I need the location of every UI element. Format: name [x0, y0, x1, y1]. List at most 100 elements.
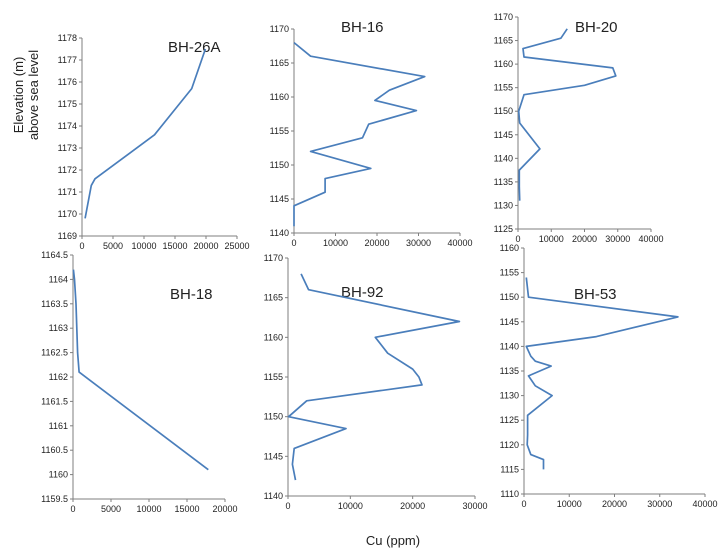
y-tick-label: 1170 [494, 12, 513, 22]
y-tick-label: 1161 [49, 421, 68, 431]
y-tick-label: 1165 [264, 293, 283, 303]
y-tick-label: 1164.5 [41, 250, 68, 260]
y-tick-label: 1162 [49, 372, 68, 382]
y-tick-label: 1165 [270, 58, 289, 68]
x-tick-label: 20000 [364, 238, 389, 248]
y-tick-label: 1110 [500, 489, 519, 499]
x-tick-label: 0 [70, 504, 75, 514]
y-tick-label: 1171 [58, 187, 77, 197]
y-tick-label: 1176 [58, 77, 77, 87]
y-tick-label: 1177 [58, 55, 77, 65]
series-line-bh-18 [72, 269, 209, 471]
y-tick-label: 1125 [500, 415, 519, 425]
y-tick-label: 1140 [264, 491, 283, 501]
y-tick-label: 1120 [500, 440, 519, 450]
series-line-bh-26a [84, 48, 207, 219]
y-tick-label: 1145 [494, 130, 513, 140]
y-tick-label: 1150 [500, 292, 519, 302]
x-tick-label: 10000 [136, 504, 161, 514]
y-tick-label: 1169 [58, 231, 77, 241]
y-tick-label: 1130 [500, 391, 519, 401]
x-tick-label: 40000 [638, 234, 663, 244]
x-tick-label: 40000 [692, 499, 717, 509]
x-tick-label: 5000 [101, 504, 121, 514]
y-axis-label-line2: above sea level [26, 50, 41, 140]
y-tick-label: 1178 [58, 33, 77, 43]
y-tick-label: 1140 [494, 153, 513, 163]
y-tick-label: 1160.5 [41, 445, 68, 455]
y-tick-label: 1130 [494, 200, 513, 210]
x-tick-label: 0 [521, 499, 526, 509]
y-tick-label: 1159.5 [41, 494, 68, 504]
y-tick-label: 1160 [270, 92, 289, 102]
y-tick-label: 1150 [270, 160, 289, 170]
y-tick-label: 1165 [494, 36, 513, 46]
x-tick-label: 0 [291, 238, 296, 248]
x-tick-label: 15000 [174, 504, 199, 514]
y-tick-label: 1174 [58, 121, 77, 131]
x-tick-label: 25000 [224, 241, 249, 251]
y-tick-label: 1140 [270, 228, 289, 238]
y-tick-label: 1135 [500, 366, 519, 376]
y-tick-label: 1160 [49, 470, 68, 480]
y-tick-label: 1170 [264, 253, 283, 263]
y-tick-label: 1140 [500, 341, 519, 351]
panel-title: BH-20 [575, 19, 618, 36]
x-tick-label: 15000 [162, 241, 187, 251]
y-tick-label: 1145 [270, 194, 289, 204]
series-line-bh-16 [293, 41, 426, 227]
y-tick-label: 1173 [58, 143, 77, 153]
x-tick-label: 5000 [103, 241, 123, 251]
x-tick-label: 10000 [338, 501, 363, 511]
x-tick-label: 10000 [131, 241, 156, 251]
y-tick-label: 1160 [500, 243, 519, 253]
y-tick-label: 1172 [58, 165, 77, 175]
x-tick-label: 30000 [605, 234, 630, 244]
x-tick-label: 10000 [323, 238, 348, 248]
x-tick-label: 0 [285, 501, 290, 511]
y-tick-label: 1163.5 [41, 299, 68, 309]
panel-title: BH-53 [574, 286, 617, 303]
x-tick-label: 10000 [557, 499, 582, 509]
y-tick-label: 1170 [270, 24, 289, 34]
x-tick-label: 10000 [539, 234, 564, 244]
panel-title: BH-18 [170, 286, 213, 303]
y-tick-label: 1160 [264, 332, 283, 342]
y-tick-label: 1175 [58, 99, 77, 109]
panel-title: BH-16 [341, 19, 384, 36]
series-line-bh-53 [525, 277, 679, 470]
panel-title: BH-26A [168, 39, 221, 56]
y-tick-label: 1155 [494, 83, 513, 93]
x-tick-label: 20000 [193, 241, 218, 251]
y-tick-label: 1145 [264, 451, 283, 461]
y-tick-label: 1150 [494, 106, 513, 116]
x-tick-label: 40000 [447, 238, 472, 248]
x-tick-label: 30000 [647, 499, 672, 509]
x-tick-label: 20000 [400, 501, 425, 511]
x-tick-label: 0 [515, 234, 520, 244]
panel-title: BH-92 [341, 284, 384, 301]
y-tick-label: 1150 [264, 412, 283, 422]
y-tick-label: 1135 [494, 177, 513, 187]
x-tick-label: 30000 [462, 501, 487, 511]
y-tick-label: 1162.5 [41, 348, 68, 358]
y-tick-label: 1160 [494, 59, 513, 69]
y-tick-label: 1163 [49, 323, 68, 333]
x-tick-label: 20000 [212, 504, 237, 514]
x-tick-label: 30000 [406, 238, 431, 248]
y-tick-label: 1155 [500, 268, 519, 278]
y-tick-label: 1115 [500, 464, 519, 474]
y-tick-label: 1155 [264, 372, 283, 382]
series-line-bh-20 [517, 28, 617, 201]
y-tick-label: 1161.5 [41, 396, 68, 406]
y-tick-label: 1170 [58, 209, 77, 219]
x-tick-label: 20000 [602, 499, 627, 509]
series-line-bh-92 [287, 273, 461, 481]
x-axis-label: Cu (ppm) [366, 533, 420, 548]
y-tick-label: 1155 [270, 126, 289, 136]
y-tick-label: 1164 [49, 274, 68, 284]
y-tick-label: 1145 [500, 317, 519, 327]
x-tick-label: 0 [79, 241, 84, 251]
y-axis-label-line1: Elevation (m) [11, 57, 26, 134]
